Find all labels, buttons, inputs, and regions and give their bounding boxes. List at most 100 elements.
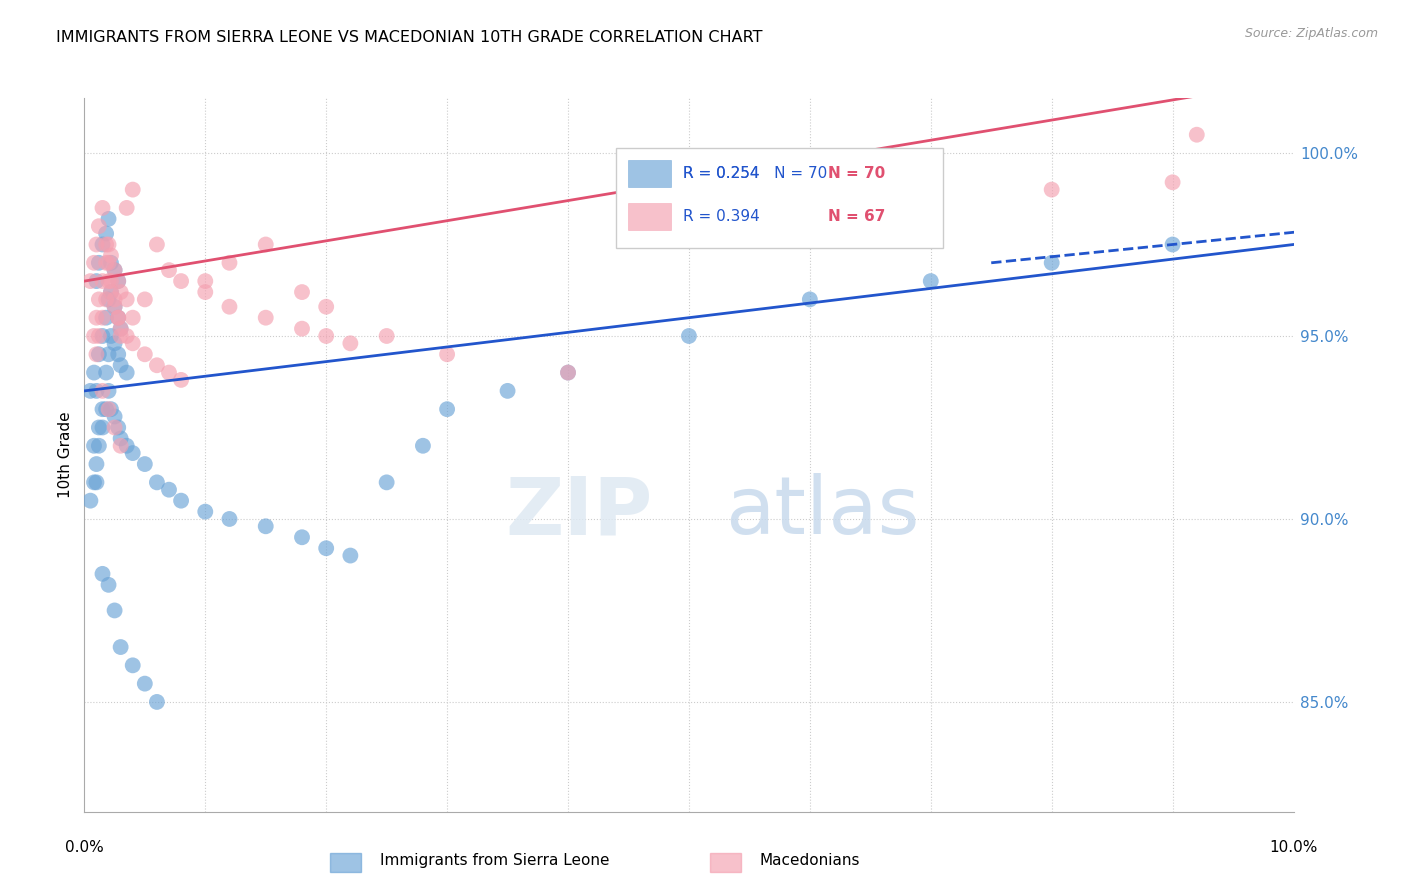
Point xyxy=(339,336,361,351)
Point xyxy=(79,384,101,398)
Point xyxy=(107,310,129,325)
Point xyxy=(104,263,127,277)
Point xyxy=(94,293,117,307)
Point xyxy=(91,402,114,417)
Point xyxy=(920,274,942,288)
Point xyxy=(107,310,129,325)
Point xyxy=(97,384,120,398)
Point xyxy=(291,530,314,544)
Point xyxy=(170,373,193,387)
Point xyxy=(315,329,337,343)
Point xyxy=(110,321,132,335)
Point xyxy=(86,347,108,361)
Point xyxy=(91,329,114,343)
Point xyxy=(134,457,156,471)
FancyBboxPatch shape xyxy=(616,148,943,248)
Point xyxy=(436,402,458,417)
Point xyxy=(104,603,127,617)
Point xyxy=(87,219,110,234)
Point xyxy=(100,402,122,417)
Point xyxy=(83,475,105,490)
Point xyxy=(194,274,217,288)
Point xyxy=(121,446,143,460)
Point xyxy=(87,439,110,453)
Point xyxy=(218,512,240,526)
Point xyxy=(86,457,108,471)
Point xyxy=(170,493,193,508)
Point xyxy=(104,409,127,424)
Y-axis label: 10th Grade: 10th Grade xyxy=(58,411,73,499)
Point xyxy=(94,256,117,270)
Point xyxy=(291,321,314,335)
Text: R = 0.394: R = 0.394 xyxy=(683,209,759,224)
Point xyxy=(100,274,122,288)
Point xyxy=(107,274,129,288)
Point xyxy=(87,329,110,343)
Point xyxy=(146,358,169,372)
Point xyxy=(97,293,120,307)
Text: R = 0.254   N = 70: R = 0.254 N = 70 xyxy=(683,166,827,181)
Text: atlas: atlas xyxy=(725,473,920,551)
Point xyxy=(83,256,105,270)
Point xyxy=(799,201,821,215)
Point xyxy=(115,329,138,343)
Point xyxy=(1161,175,1184,189)
Point xyxy=(1161,237,1184,252)
Point xyxy=(87,256,110,270)
Point xyxy=(115,439,138,453)
Point xyxy=(87,420,110,434)
Point xyxy=(97,274,120,288)
Point xyxy=(194,285,217,299)
Point xyxy=(678,219,700,234)
Point xyxy=(87,293,110,307)
Point xyxy=(97,256,120,270)
Point xyxy=(121,183,143,197)
Point xyxy=(100,256,122,270)
Point xyxy=(91,310,114,325)
Point xyxy=(107,310,129,325)
Point xyxy=(110,285,132,299)
Point xyxy=(375,329,398,343)
Point xyxy=(104,336,127,351)
Bar xyxy=(628,203,671,230)
Point xyxy=(436,347,458,361)
Point xyxy=(107,274,129,288)
Point xyxy=(799,293,821,307)
Text: Macedonians: Macedonians xyxy=(759,854,859,868)
Point xyxy=(100,285,122,299)
Point xyxy=(170,274,193,288)
Point xyxy=(115,366,138,380)
Point xyxy=(91,201,114,215)
Point xyxy=(83,366,105,380)
Point xyxy=(254,237,277,252)
Text: N = 67: N = 67 xyxy=(828,209,886,224)
Bar xyxy=(628,161,671,187)
Point xyxy=(107,420,129,434)
Point xyxy=(91,274,114,288)
Point xyxy=(107,347,129,361)
Point xyxy=(291,285,314,299)
Point xyxy=(86,475,108,490)
Point xyxy=(110,439,132,453)
Point xyxy=(91,384,114,398)
Text: R = 0.254: R = 0.254 xyxy=(683,166,759,181)
Point xyxy=(94,237,117,252)
Point xyxy=(110,358,132,372)
Text: Immigrants from Sierra Leone: Immigrants from Sierra Leone xyxy=(380,854,609,868)
Point xyxy=(97,578,120,592)
Point xyxy=(146,475,169,490)
Point xyxy=(97,237,120,252)
Point xyxy=(254,519,277,533)
Text: IMMIGRANTS FROM SIERRA LEONE VS MACEDONIAN 10TH GRADE CORRELATION CHART: IMMIGRANTS FROM SIERRA LEONE VS MACEDONI… xyxy=(56,29,762,45)
Point xyxy=(91,566,114,581)
Point xyxy=(104,300,127,314)
Point xyxy=(83,329,105,343)
Point xyxy=(110,432,132,446)
Point xyxy=(1040,183,1063,197)
Point xyxy=(134,676,156,690)
Point xyxy=(104,300,127,314)
Point xyxy=(121,310,143,325)
Text: ZIP: ZIP xyxy=(505,473,652,551)
Point xyxy=(194,505,217,519)
Point xyxy=(97,402,120,417)
